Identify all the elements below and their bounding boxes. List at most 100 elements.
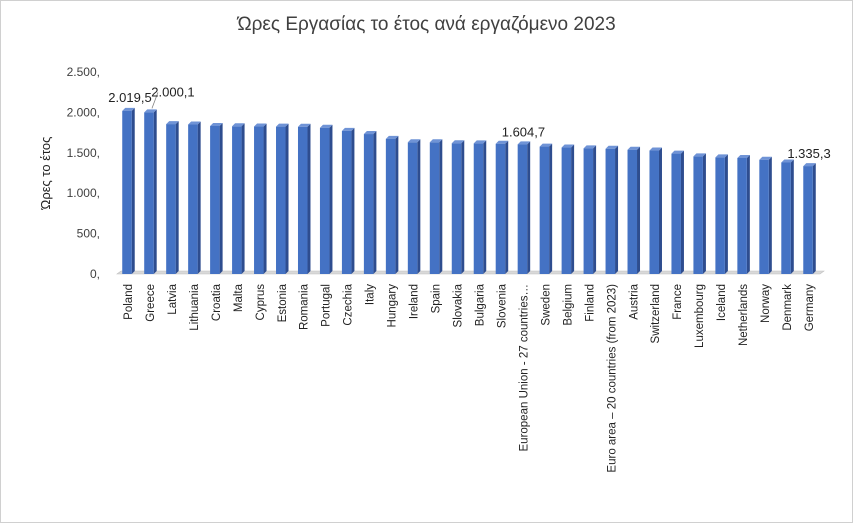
- bar-top: [715, 154, 728, 158]
- bar-top: [473, 140, 487, 144]
- bar-italy: [363, 131, 377, 274]
- bar-side: [812, 163, 816, 274]
- bar-front: [188, 124, 198, 275]
- bar-front: [407, 142, 418, 274]
- category-label: Estonia: [277, 283, 289, 322]
- bar-front: [517, 144, 528, 274]
- bar-side: [131, 107, 135, 274]
- bar-front: [363, 134, 374, 274]
- bar-top: [693, 153, 706, 157]
- bar-lithuania: [188, 121, 201, 275]
- bar-side: [351, 127, 355, 274]
- category-label: Czechia: [343, 283, 355, 325]
- bar-top: [297, 123, 311, 127]
- bar-front: [605, 148, 616, 274]
- category-label: Luxembourg: [694, 284, 706, 348]
- bar-side: [373, 131, 377, 274]
- bar-top: [188, 121, 201, 125]
- bar-side: [571, 144, 575, 274]
- category-label: Greece: [145, 284, 157, 322]
- bar-top: [407, 139, 421, 143]
- bar-front: [254, 126, 264, 274]
- category-label: Finland: [584, 284, 596, 322]
- category-label: Cyprus: [255, 284, 267, 321]
- bar-ireland: [407, 139, 421, 274]
- bar-netherlands: [737, 154, 750, 274]
- y-tick-label: 2.000,: [67, 105, 100, 119]
- category-label: Croatia: [211, 283, 223, 321]
- category-label: Lithuania: [189, 283, 201, 330]
- bar-top: [517, 141, 531, 145]
- category-label: Hungary: [387, 284, 399, 328]
- category-label: Sweden: [540, 284, 552, 326]
- bar-side: [153, 109, 157, 274]
- bar-front: [803, 166, 813, 274]
- category-label: France: [672, 284, 684, 320]
- bar-side: [285, 123, 289, 274]
- category-label: Belgium: [562, 284, 574, 326]
- bars: [122, 107, 816, 275]
- bar-side: [527, 141, 531, 274]
- bar-side: [593, 145, 597, 274]
- bar-front: [276, 126, 286, 275]
- bar-top: [429, 139, 443, 143]
- bar-front: [210, 125, 220, 275]
- bar-top: [759, 156, 772, 160]
- bar-top: [341, 127, 355, 131]
- bar-top: [254, 123, 267, 127]
- bar-european-union-27-countries: [517, 141, 531, 274]
- bar-austria: [627, 146, 641, 274]
- category-label: Norway: [760, 284, 772, 323]
- category-label: European Union - 27 countries…: [518, 284, 530, 452]
- bar-top: [627, 146, 641, 150]
- category-label: Spain: [431, 284, 443, 313]
- bar-euro-area-20-countries-from-2023: [605, 145, 619, 274]
- bar-iceland: [715, 154, 728, 274]
- bar-czechia: [341, 127, 355, 274]
- bar-slovenia: [495, 140, 509, 274]
- bar-norway: [759, 156, 772, 274]
- bar-side: [680, 150, 684, 274]
- category-label: Netherlands: [738, 284, 750, 346]
- bar-top: [210, 122, 223, 126]
- bar-side: [417, 139, 421, 274]
- bar-top: [232, 123, 245, 127]
- bar-front: [583, 148, 594, 274]
- category-label: Slovakia: [453, 283, 465, 327]
- bar-top: [276, 123, 289, 127]
- bar-front: [122, 110, 132, 274]
- bar-top: [737, 154, 750, 158]
- data-label: 1.335,3: [787, 146, 830, 161]
- bar-side: [197, 121, 201, 275]
- y-tick-label: 0,: [90, 267, 100, 281]
- category-label: Ireland: [409, 284, 421, 319]
- bar-front: [341, 130, 352, 274]
- bar-top: [363, 131, 377, 135]
- category-label: Bulgaria: [474, 283, 486, 326]
- bar-side: [746, 154, 750, 274]
- bar-belgium: [561, 144, 575, 274]
- bar-side: [615, 145, 619, 274]
- bar-side: [461, 140, 465, 274]
- bar-spain: [429, 139, 443, 274]
- bar-top: [781, 159, 794, 163]
- bar-front: [451, 143, 462, 274]
- category-label: Italy: [365, 284, 377, 305]
- bar-germany: [803, 163, 816, 274]
- bar-top: [539, 143, 553, 147]
- bar-side: [439, 139, 443, 274]
- category-label: Malta: [233, 283, 245, 312]
- bar-top: [561, 144, 575, 148]
- bar-front: [561, 147, 572, 274]
- bar-front: [539, 146, 550, 274]
- bar-side: [395, 135, 399, 274]
- data-label: 1.604,7: [502, 124, 545, 139]
- bar-side: [307, 123, 311, 274]
- category-label: Latvia: [167, 283, 179, 314]
- bar-front: [737, 157, 747, 274]
- bar-top: [166, 121, 179, 125]
- category-label: Austria: [628, 283, 640, 319]
- bar-side: [175, 121, 179, 274]
